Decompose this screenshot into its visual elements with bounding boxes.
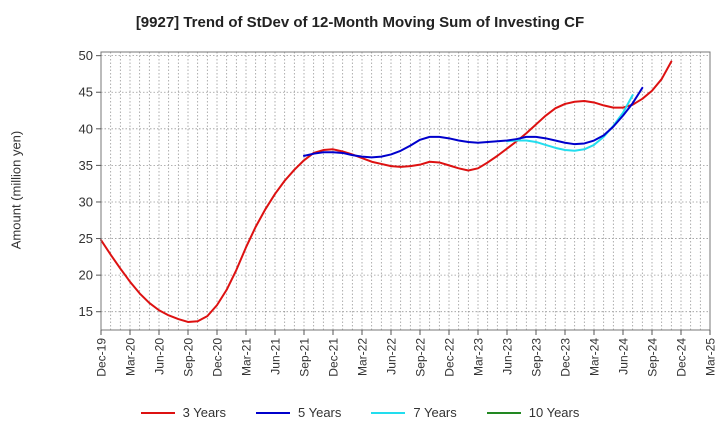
legend-item: 7 Years [371,405,457,420]
x-tick-label: Jun-20 [153,338,167,375]
x-tick-label: Jun-21 [269,338,283,375]
chart-title: [9927] Trend of StDev of 12-Month Moving… [135,14,585,31]
legend-item: 10 Years [486,405,580,420]
y-tick-label: 45 [79,85,93,100]
y-tick-label: 35 [79,158,93,173]
x-tick-label: Sep-23 [530,338,544,377]
x-tick-label: Dec-24 [675,338,689,377]
y-tick-label: 15 [79,304,93,319]
x-tick-label: Mar-25 [704,338,718,376]
y-tick-label: 50 [79,48,93,63]
x-tick-label: Dec-20 [211,338,225,377]
series-lines [100,60,673,323]
x-tick-label: Sep-21 [298,338,312,377]
series-line-3-years [100,60,673,323]
x-tick-label: Sep-20 [182,338,196,377]
legend-item: 5 Years [256,405,341,420]
legend-swatch [371,411,406,414]
legend-item: 3 Years [140,405,226,420]
legend-label: 10 Years [528,405,580,420]
y-tick-label: 20 [79,268,93,283]
y-tick-label: 25 [79,231,93,246]
legend-swatch [486,411,521,414]
x-tick-label: Mar-23 [472,338,486,376]
x-tick-label: Sep-22 [414,338,428,377]
plot-frame [100,51,711,331]
x-tick-label: Dec-23 [559,338,573,377]
x-tick-label: Mar-21 [240,338,254,376]
x-tick-label: Dec-21 [327,338,341,377]
legend-label: 5 Years [298,405,342,420]
x-tick-label: Jun-23 [501,338,515,375]
legend-label: 7 Years [413,405,457,420]
legend-swatch [256,411,290,414]
x-tick-label: Jun-22 [385,338,399,375]
legend-swatch [140,411,175,414]
legend-label: 3 Years [182,405,226,420]
x-tick-label: Mar-20 [124,338,138,376]
x-tick-label: Sep-24 [646,338,660,377]
x-axis-ticks: Dec-19 Mar-20 Jun-20 Sep-20 Dec-20 Mar-21 Jun-… [95,330,718,377]
y-axis-ticks: 15 20 25 30 35 40 45 50 [79,48,101,319]
legend: 3 Years 5 Years 7 Years 10 Years [0,405,720,420]
x-tick-label: Mar-22 [356,338,370,376]
x-tick-label: Dec-22 [443,338,457,377]
y-tick-label: 30 [79,194,93,209]
x-tick-label: Dec-19 [95,338,109,377]
y-tick-label: 40 [79,121,93,136]
x-tick-label: Jun-24 [617,338,631,375]
gridlines [101,52,710,330]
series-line-5-years [303,86,644,159]
x-tick-label: Mar-24 [588,338,602,376]
